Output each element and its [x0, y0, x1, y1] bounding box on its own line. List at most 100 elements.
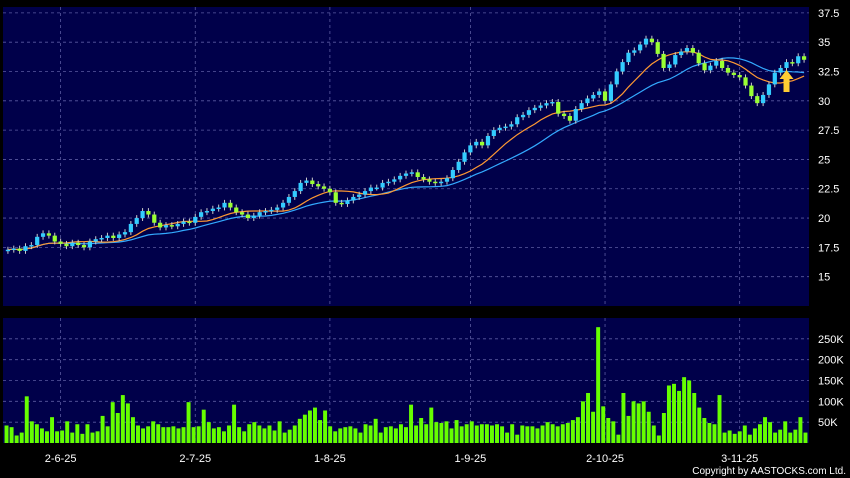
- candle: [35, 233, 40, 248]
- candle-body: [87, 241, 92, 248]
- volume-bar: [500, 426, 505, 443]
- candle-body: [696, 52, 701, 64]
- volume-bar: [80, 433, 85, 443]
- candle: [620, 59, 625, 75]
- candle-body: [93, 239, 98, 242]
- volume-bar: [469, 421, 474, 443]
- candle-body: [626, 52, 631, 63]
- candle-body: [392, 179, 397, 182]
- volume-bar: [449, 428, 454, 443]
- candle-body: [556, 101, 561, 114]
- candle: [532, 104, 537, 114]
- candle-body: [163, 225, 169, 228]
- candle: [333, 189, 338, 206]
- volume-bar: [479, 424, 484, 443]
- candle-body: [638, 44, 643, 51]
- candle-body: [690, 48, 695, 53]
- volume-bar: [297, 418, 302, 443]
- candle-body: [40, 233, 46, 237]
- volume-bar: [677, 390, 682, 443]
- candle-body: [561, 113, 567, 117]
- volume-bar: [495, 424, 499, 443]
- y-tick-label: 37.5: [818, 8, 839, 20]
- volume-bar: [763, 417, 767, 443]
- candle-body: [439, 181, 444, 184]
- volume-bar: [727, 430, 732, 443]
- candle: [298, 179, 303, 195]
- candle-body: [538, 105, 543, 108]
- volume-tick-label: 150K: [818, 376, 844, 388]
- x-tick-label: 2-10-25: [586, 453, 624, 465]
- candle: [509, 121, 514, 130]
- volume-bar: [146, 426, 151, 443]
- candle: [163, 222, 169, 231]
- candle: [801, 53, 807, 63]
- volume-bar: [216, 427, 221, 443]
- candle: [520, 111, 526, 121]
- candle: [310, 177, 315, 187]
- volume-bar: [14, 435, 19, 443]
- candle-body: [720, 60, 725, 68]
- candle-body: [450, 169, 455, 179]
- volume-bar: [641, 401, 646, 443]
- candle-body: [515, 117, 520, 125]
- candle-body: [749, 85, 754, 97]
- price-panel: 15 17.5 20 22.5 25 27.5 30 32.5 35 37.5: [3, 7, 839, 306]
- volume-bar: [388, 426, 393, 443]
- volume-bar: [414, 425, 419, 443]
- candle: [263, 208, 268, 216]
- volume-bar: [702, 418, 707, 443]
- candle: [122, 229, 128, 238]
- candle-body: [602, 91, 608, 101]
- candle-body: [667, 64, 672, 68]
- candle-body: [755, 96, 760, 104]
- candle-body: [140, 211, 145, 219]
- candle: [649, 35, 654, 46]
- volume-bar: [105, 426, 110, 443]
- candle: [655, 39, 660, 57]
- candle-body: [158, 222, 163, 228]
- volume-bar: [24, 396, 29, 443]
- candle: [228, 199, 233, 211]
- volume-bar: [682, 377, 687, 443]
- candle-body: [199, 212, 204, 217]
- volume-bar: [530, 426, 535, 443]
- volume-bar: [646, 411, 651, 443]
- candle-body: [679, 51, 684, 56]
- volume-bar: [282, 432, 287, 443]
- volume-bar: [651, 425, 656, 443]
- candle: [280, 199, 286, 211]
- volume-bar: [788, 432, 793, 443]
- candle: [784, 59, 789, 71]
- candle: [737, 72, 742, 81]
- candle: [456, 158, 461, 173]
- candle: [187, 218, 192, 226]
- candle-body: [632, 50, 637, 53]
- volume-bar: [666, 385, 671, 443]
- volume-bar: [439, 423, 444, 443]
- candle: [134, 215, 139, 227]
- candle: [643, 35, 649, 48]
- candle: [684, 45, 690, 55]
- volume-bar: [19, 432, 24, 443]
- candle-body: [485, 135, 491, 146]
- candle: [433, 178, 438, 186]
- candle: [591, 92, 596, 102]
- volume-bar: [752, 428, 757, 443]
- candle-body: [193, 216, 198, 223]
- candle-body: [456, 161, 461, 170]
- candle: [380, 179, 385, 191]
- volume-bar: [39, 428, 44, 443]
- candle-body: [257, 212, 262, 216]
- candle-body: [228, 202, 233, 208]
- volume-bar: [419, 418, 424, 443]
- volume-bar: [257, 425, 262, 443]
- volume-bar: [732, 433, 737, 443]
- candle: [538, 102, 543, 111]
- candle-body: [585, 98, 590, 104]
- volume-bar: [803, 432, 808, 443]
- candle: [491, 127, 496, 139]
- volume-bar: [768, 422, 773, 443]
- volume-bar: [393, 428, 398, 443]
- volume-bar: [34, 424, 39, 443]
